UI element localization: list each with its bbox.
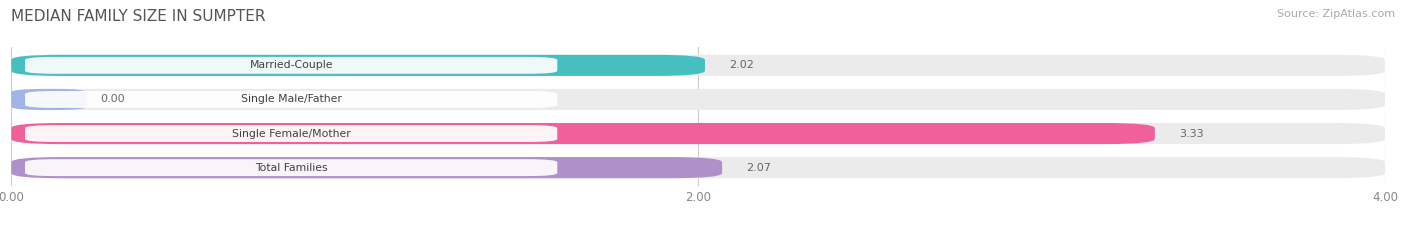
FancyBboxPatch shape (11, 89, 87, 110)
FancyBboxPatch shape (11, 157, 1385, 178)
FancyBboxPatch shape (25, 57, 557, 74)
FancyBboxPatch shape (11, 55, 1385, 76)
Text: 3.33: 3.33 (1178, 129, 1204, 139)
FancyBboxPatch shape (25, 91, 557, 108)
FancyBboxPatch shape (25, 159, 557, 176)
FancyBboxPatch shape (11, 123, 1154, 144)
FancyBboxPatch shape (11, 123, 1385, 144)
FancyBboxPatch shape (11, 89, 1385, 110)
Text: Single Male/Father: Single Male/Father (240, 94, 342, 104)
Text: 2.07: 2.07 (747, 163, 770, 173)
FancyBboxPatch shape (25, 125, 557, 142)
Text: Single Female/Mother: Single Female/Mother (232, 129, 350, 139)
FancyBboxPatch shape (11, 55, 704, 76)
Text: Total Families: Total Families (254, 163, 328, 173)
Text: MEDIAN FAMILY SIZE IN SUMPTER: MEDIAN FAMILY SIZE IN SUMPTER (11, 9, 266, 24)
FancyBboxPatch shape (11, 157, 723, 178)
Text: 0.00: 0.00 (101, 94, 125, 104)
Text: Source: ZipAtlas.com: Source: ZipAtlas.com (1277, 9, 1395, 19)
Text: 2.02: 2.02 (728, 60, 754, 70)
Text: Married-Couple: Married-Couple (249, 60, 333, 70)
